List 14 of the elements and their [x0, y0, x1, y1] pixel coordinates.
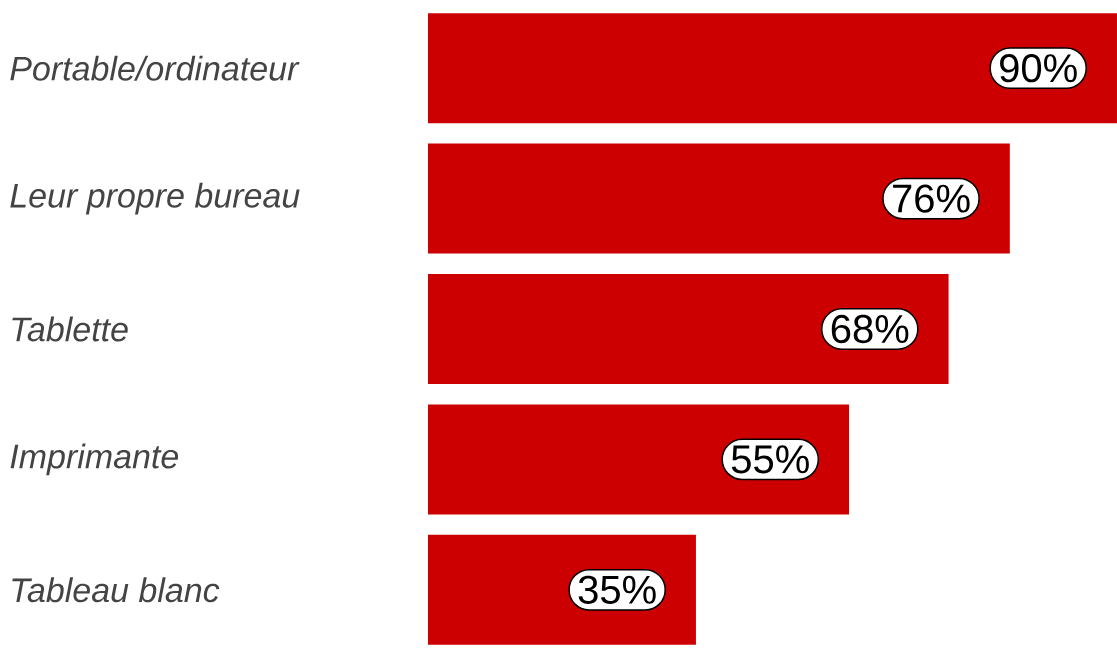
bar — [427, 404, 850, 515]
y-tick-label: Tablette — [12, 316, 128, 342]
bar — [427, 13, 1117, 124]
data-label: 68% — [831, 314, 909, 344]
y-tick-label: Tableau blanc — [12, 577, 220, 603]
data-label: 76% — [893, 184, 970, 213]
data-label: 55% — [731, 445, 809, 474]
y-tick-label: Leur propre bureau — [10, 182, 300, 215]
bar — [427, 274, 949, 384]
y-tick-label: Imprimante — [10, 443, 179, 476]
data-label: 90% — [1000, 54, 1077, 83]
bar — [427, 143, 1010, 254]
y-tick-label: Portable/ordinateur — [10, 55, 300, 81]
data-label: 35% — [578, 575, 656, 604]
